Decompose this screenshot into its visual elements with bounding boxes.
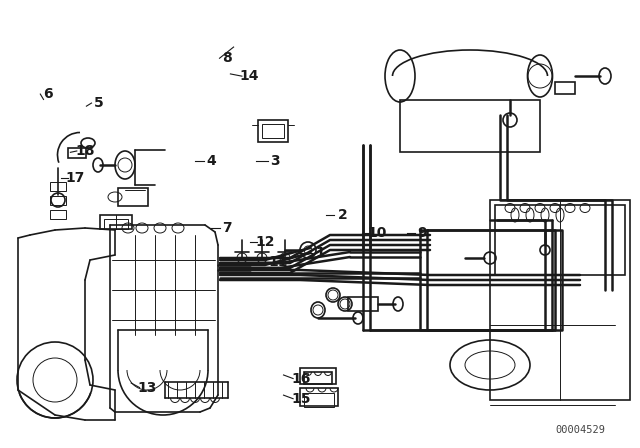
Text: 1: 1 <box>315 246 325 260</box>
Text: 4: 4 <box>206 154 216 168</box>
Bar <box>50 196 66 205</box>
Text: 18: 18 <box>76 144 95 158</box>
Bar <box>50 210 66 219</box>
Circle shape <box>304 246 312 254</box>
Bar <box>68 148 86 158</box>
Text: 6: 6 <box>43 87 53 101</box>
Bar <box>304 393 334 407</box>
Bar <box>304 372 332 384</box>
Bar <box>100 215 132 229</box>
Text: 14: 14 <box>240 69 259 83</box>
Text: 9: 9 <box>417 226 428 240</box>
Text: 17: 17 <box>66 171 85 185</box>
Bar <box>258 120 288 142</box>
Text: 13: 13 <box>138 380 157 395</box>
Bar <box>118 188 148 206</box>
Bar <box>300 368 336 384</box>
Text: 15: 15 <box>291 392 310 406</box>
Text: 5: 5 <box>94 96 104 110</box>
Text: 8: 8 <box>222 51 232 65</box>
Text: 7: 7 <box>222 221 232 236</box>
Text: 10: 10 <box>368 226 387 240</box>
Bar <box>400 100 540 152</box>
Bar <box>104 219 128 229</box>
Bar <box>555 82 575 94</box>
Text: 11: 11 <box>269 255 288 269</box>
Bar <box>300 388 338 406</box>
Text: 16: 16 <box>291 371 310 386</box>
Bar <box>495 205 625 275</box>
Text: 12: 12 <box>256 235 275 249</box>
Bar <box>262 124 284 138</box>
Bar <box>50 182 66 191</box>
Text: 3: 3 <box>270 154 280 168</box>
Text: 00004529: 00004529 <box>555 425 605 435</box>
Bar <box>490 200 630 400</box>
Text: 2: 2 <box>337 208 348 222</box>
Bar <box>348 297 378 311</box>
